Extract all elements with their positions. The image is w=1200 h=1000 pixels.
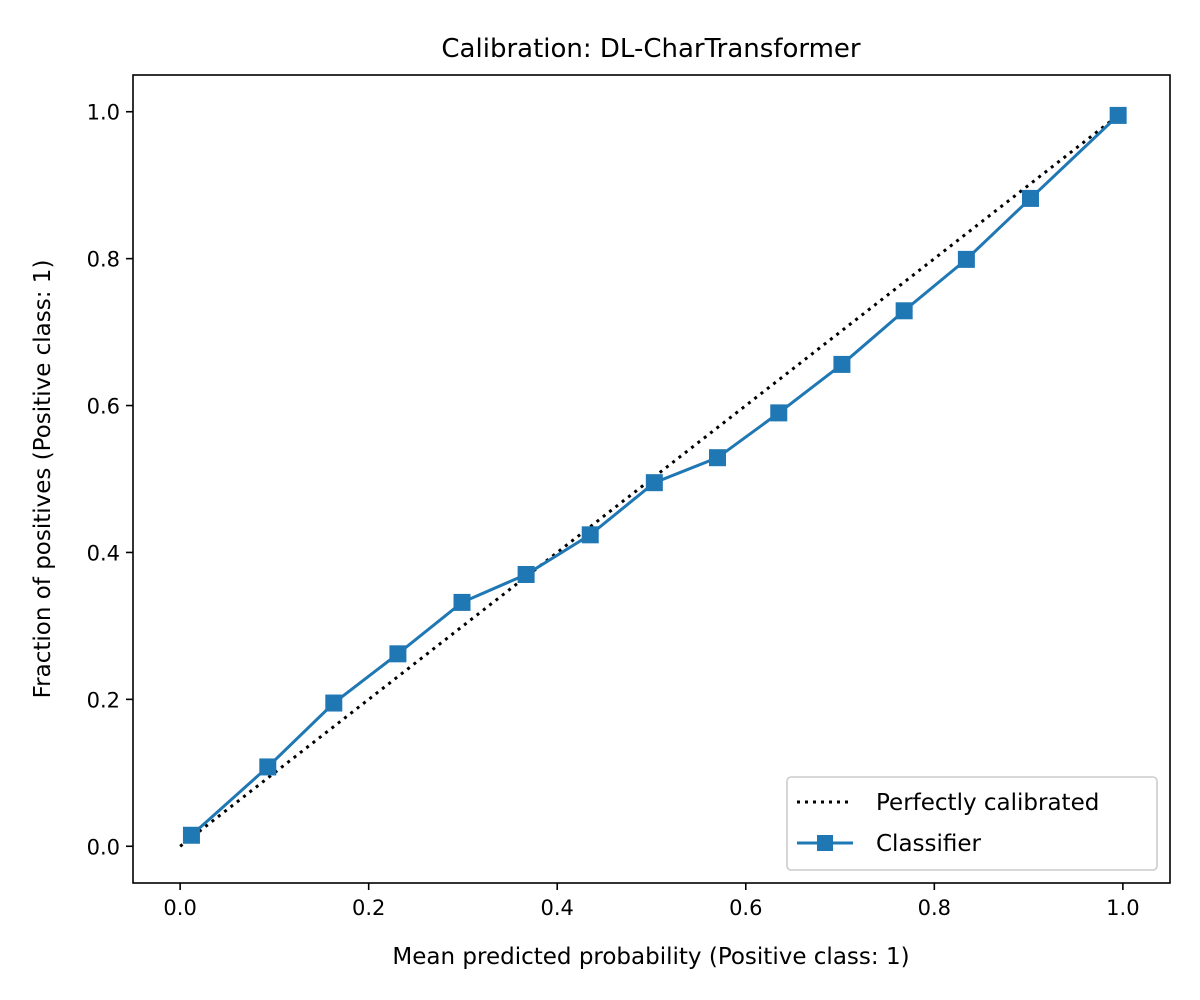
classifier-point: [182, 826, 200, 844]
plot-area: [179, 106, 1127, 848]
classifier-point: [833, 355, 851, 373]
x-tick-label: 0.0: [163, 896, 196, 920]
classifier-point: [325, 694, 343, 712]
y-axis-label: Fraction of positives (Positive class: 1…: [30, 260, 56, 699]
legend-label-classifier: Classifier: [876, 831, 982, 857]
ticks-layer: 0.0 0.2 0.4 0.6 0.8 1.0 0.0 0.2 0.4 0.6 0.8 1.0: [87, 101, 1140, 920]
classifier-point: [770, 404, 788, 422]
classifier-point: [895, 302, 913, 320]
classifier-point: [389, 645, 407, 663]
classifier-point: [1021, 189, 1039, 207]
legend-marker-classifier: [817, 835, 833, 851]
classifier-point: [581, 526, 599, 544]
legend-box: [786, 776, 1158, 871]
x-tick-label: 0.8: [918, 896, 951, 920]
y-tick-label: 0.8: [87, 248, 120, 272]
classifier-point: [1109, 106, 1127, 124]
y-tick-label: 0.6: [87, 395, 120, 419]
y-tick-label: 0.0: [87, 835, 120, 859]
axes-frame: [132, 74, 1171, 884]
classifier-point: [259, 758, 277, 776]
x-tick-label: 1.0: [1106, 896, 1139, 920]
classifier-point: [645, 474, 663, 492]
classifier-point: [957, 250, 975, 268]
y-tick-label: 0.2: [87, 688, 120, 712]
legend-label-perfect: Perfectly calibrated: [876, 790, 1099, 816]
x-tick-label: 0.2: [352, 896, 385, 920]
x-tick-label: 0.6: [729, 896, 762, 920]
classifier-point: [708, 449, 726, 467]
y-tick-label: 0.4: [87, 541, 120, 565]
legend: Perfectly calibrated Classifier: [786, 776, 1158, 871]
chart-title: Calibration: DL-CharTransformer: [441, 34, 860, 64]
x-tick-label: 0.4: [541, 896, 574, 920]
classifier-point: [517, 565, 535, 583]
y-tick-label: 1.0: [87, 101, 120, 125]
x-axis-label: Mean predicted probability (Positive cla…: [392, 944, 909, 970]
classifier-point: [453, 593, 471, 611]
